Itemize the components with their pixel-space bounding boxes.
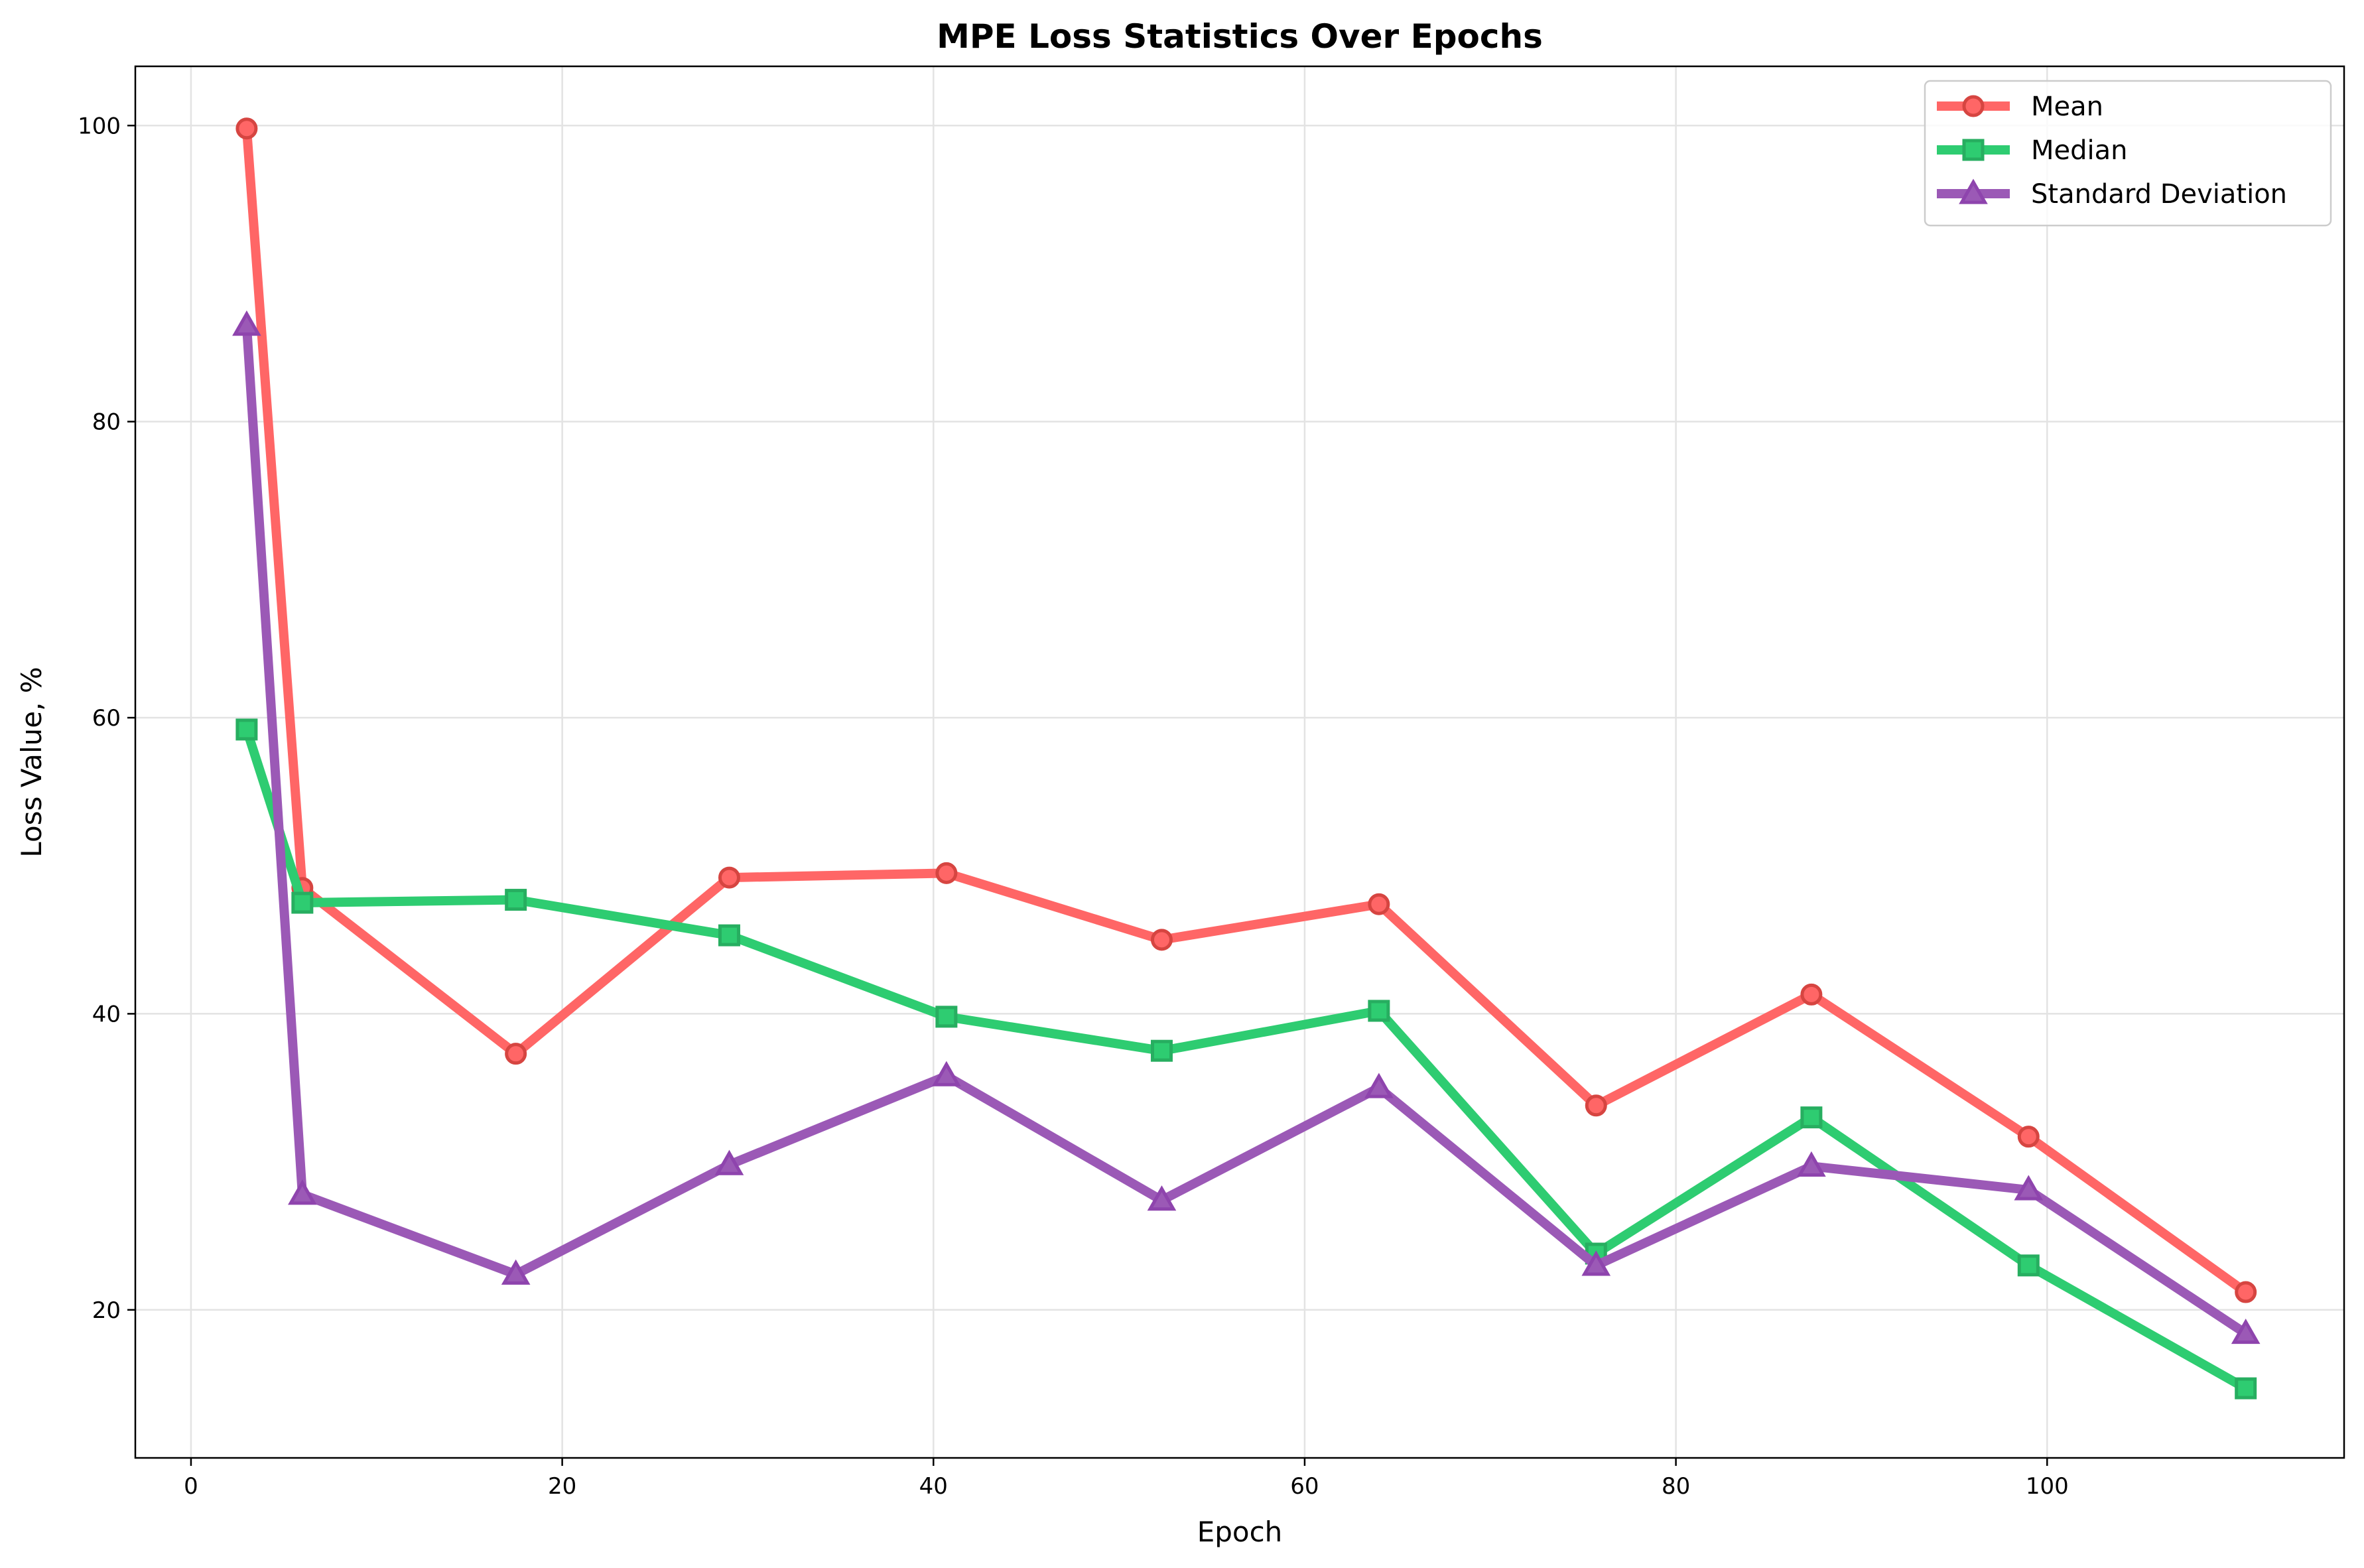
- x-tick-label: 0: [184, 1473, 198, 1500]
- legend-label: Mean: [2031, 92, 2103, 122]
- data-point-mean: [2017, 1126, 2040, 1148]
- data-point-standard-deviation: [2014, 1175, 2044, 1201]
- y-tick-label: 20: [92, 1297, 121, 1324]
- legend-label: Standard Deviation: [2031, 179, 2287, 210]
- x-tick-label: 80: [1662, 1473, 1690, 1500]
- x-tick-label: 40: [919, 1473, 948, 1500]
- data-point-standard-deviation: [288, 1179, 317, 1205]
- y-axis-label: Loss Value, %: [15, 667, 48, 857]
- data-point-median: [2017, 1254, 2040, 1277]
- plot-frame: [134, 65, 2345, 1459]
- legend-box: [1924, 80, 2332, 227]
- data-point-mean: [235, 117, 258, 140]
- x-axis: 0 20 40 60 80 100: [184, 1458, 2069, 1500]
- x-tick-label: 20: [548, 1473, 576, 1500]
- data-point-standard-deviation: [932, 1061, 961, 1086]
- data-point-mean: [1585, 1094, 1607, 1117]
- x-axis-label: Epoch: [1197, 1516, 1283, 1548]
- legend-label: Median: [2031, 135, 2128, 166]
- data-point-median: [2235, 1377, 2257, 1400]
- data-point-median: [505, 889, 527, 911]
- data-point-median: [1368, 1000, 1390, 1022]
- data-point-standard-deviation: [1797, 1151, 1826, 1177]
- data-point-mean: [1800, 983, 1823, 1006]
- series-median: [235, 718, 2257, 1400]
- data-point-standard-deviation: [714, 1149, 744, 1175]
- data-point-standard-deviation: [232, 310, 261, 336]
- data-point-standard-deviation: [1364, 1073, 1394, 1098]
- chart-title: MPE Loss Statistics Over Epochs: [937, 17, 1543, 56]
- legend-swatch-marker: [1962, 139, 1985, 161]
- data-point-median: [291, 891, 314, 914]
- data-point-mean: [505, 1043, 527, 1065]
- data-point-median: [935, 1006, 958, 1028]
- data-point-standard-deviation: [1147, 1185, 1177, 1211]
- series-layer: [232, 117, 2261, 1400]
- legend-item-standard-deviation: Standard Deviation: [1937, 178, 2287, 210]
- data-point-median: [1150, 1039, 1173, 1062]
- y-tick-label: 60: [92, 705, 121, 732]
- y-tick-label: 40: [92, 1001, 121, 1027]
- data-point-standard-deviation: [501, 1259, 531, 1285]
- y-tick-label: 80: [92, 409, 121, 436]
- data-point-median: [718, 924, 740, 947]
- data-point-mean: [2235, 1281, 2257, 1303]
- series-mean: [235, 117, 2257, 1303]
- y-axis: 20 40 60 80 100: [78, 113, 135, 1324]
- x-tick-label: 60: [1290, 1473, 1319, 1500]
- data-point-median: [235, 718, 258, 741]
- legend: Mean Median Standard Deviation: [1924, 80, 2332, 227]
- data-point-standard-deviation: [2231, 1318, 2261, 1344]
- data-point-mean: [935, 862, 958, 884]
- data-point-standard-deviation: [1581, 1250, 1611, 1276]
- legend-swatch-marker: [1959, 178, 1988, 204]
- y-tick-label: 100: [78, 113, 121, 139]
- data-point-mean: [1368, 893, 1390, 915]
- x-tick-label: 100: [2026, 1473, 2069, 1500]
- data-point-median: [1800, 1106, 1823, 1129]
- data-point-mean: [718, 866, 740, 889]
- grid: [135, 66, 2344, 1458]
- legend-swatch-marker: [1962, 95, 1985, 117]
- series-standard-deviation: [232, 310, 2261, 1344]
- legend-item-mean: Mean: [1937, 92, 2103, 122]
- legend-item-median: Median: [1937, 135, 2128, 166]
- data-point-mean: [1150, 929, 1173, 951]
